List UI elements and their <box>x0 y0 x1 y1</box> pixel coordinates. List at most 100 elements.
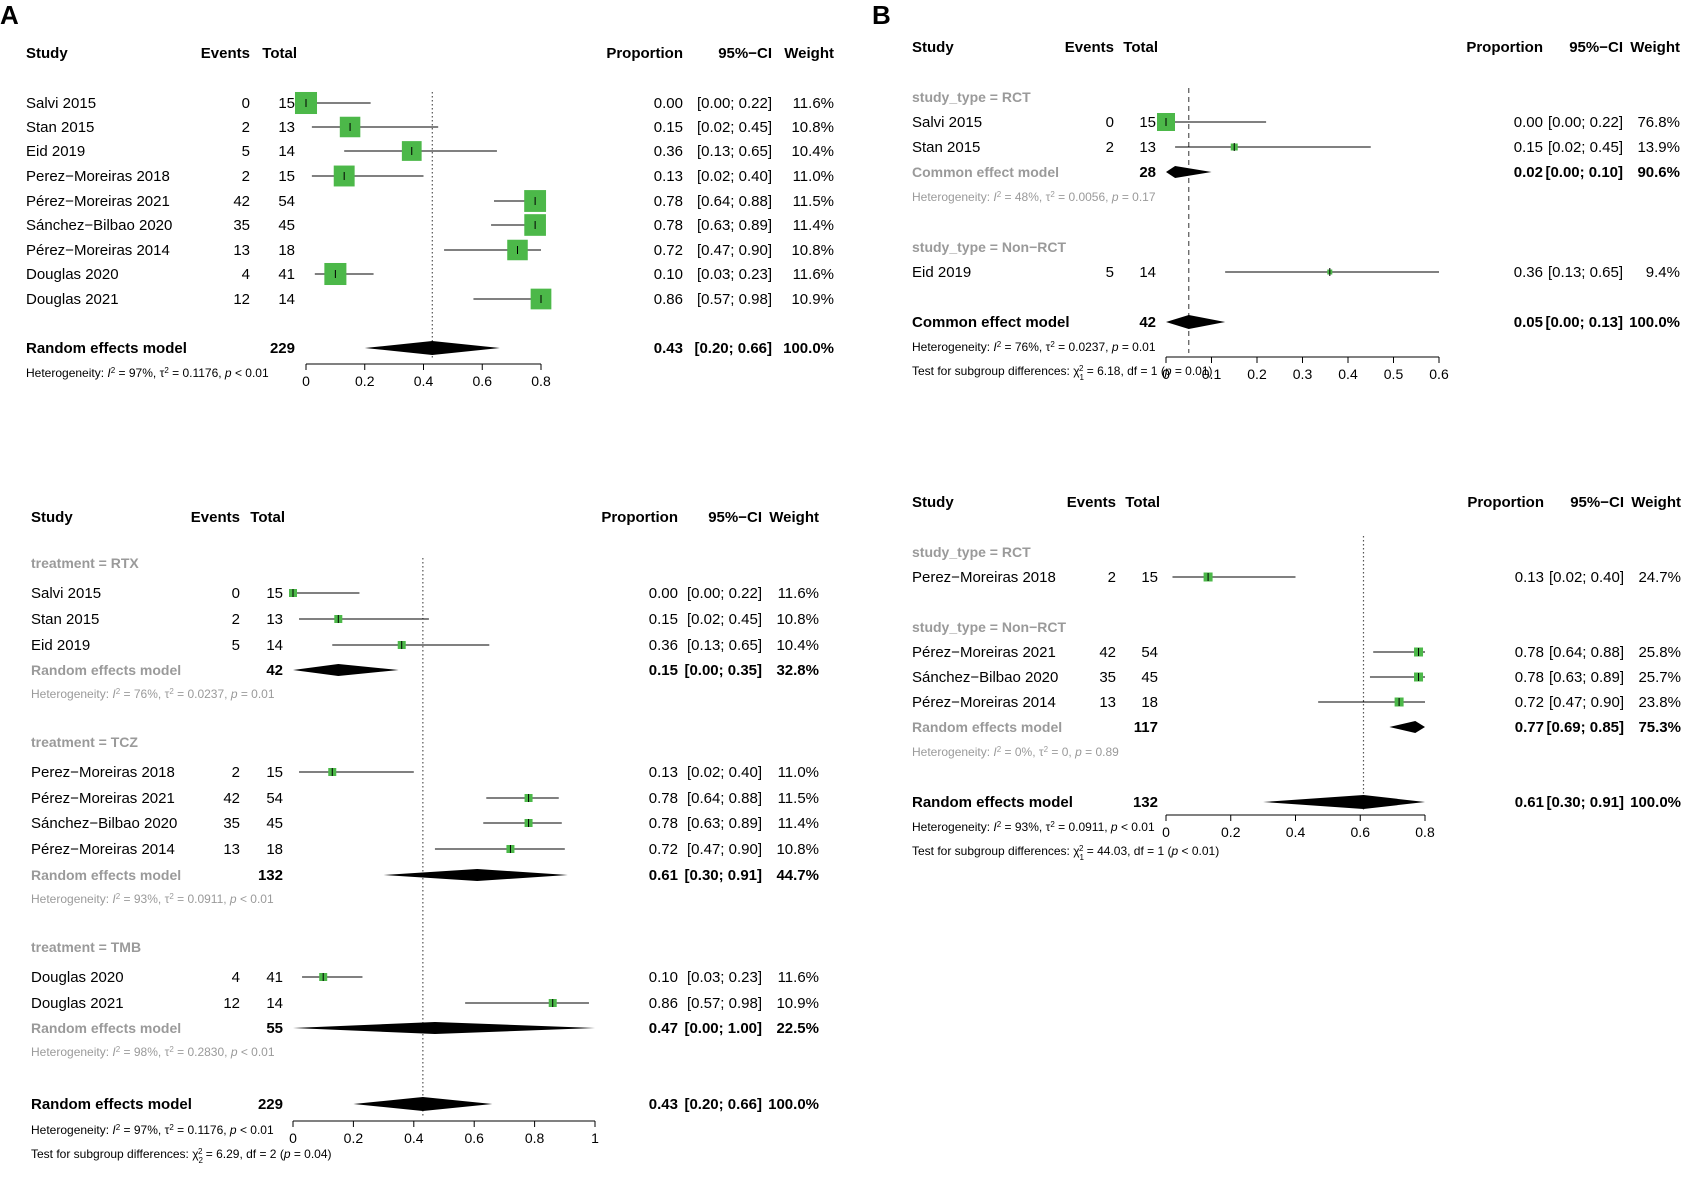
study-weight: 76.8% <box>1637 114 1680 131</box>
study-events: 4 <box>232 969 240 986</box>
study-total: 45 <box>278 217 295 234</box>
study-row: Perez−Moreiras 2018 2 15 0.13 [0.02; 0.40] 24… <box>912 569 1681 586</box>
header-weight: Weight <box>1631 494 1681 511</box>
study-weight: 11.0% <box>793 168 834 185</box>
summary-total: 117 <box>1134 719 1158 736</box>
study-proportion: 0.78 <box>649 815 678 832</box>
summary-total: 28 <box>1139 164 1156 181</box>
study-row: Pérez−Moreiras 2021 42 54 0.78 [0.64; 0.88] 1… <box>31 790 819 807</box>
study-events: 2 <box>1108 569 1116 586</box>
panel-label-a: A <box>0 0 19 30</box>
study-weight: 23.8% <box>1638 694 1681 711</box>
overall-diamond <box>353 1097 493 1111</box>
study-ci: [0.64; 0.88] <box>687 790 762 807</box>
study-proportion: 0.13 <box>649 764 678 781</box>
study-name: Eid 2019 <box>912 264 971 281</box>
study-ci: [0.57; 0.98] <box>687 995 762 1012</box>
summary-total: 42 <box>266 662 283 679</box>
study-row: Stan 2015 2 13 0.15 [0.02; 0.45] 13.9% <box>912 139 1680 156</box>
axis-tick-label: 0.2 <box>355 373 375 389</box>
subgroup-test: Test for subgroup differences: χ22 = 6.2… <box>31 1147 332 1165</box>
axis-tick-label: 0.4 <box>1338 366 1358 382</box>
axis-tick-label: 0.4 <box>404 1130 424 1146</box>
axis-tick-label: 1 <box>591 1130 599 1146</box>
study-ci: [0.47; 0.90] <box>1549 694 1624 711</box>
axis-tick-label: 0.3 <box>1293 366 1313 382</box>
study-weight: 10.8% <box>791 119 834 136</box>
study-proportion: 0.36 <box>1514 264 1543 281</box>
summary-label: Random effects model <box>912 794 1073 811</box>
study-proportion: 0.00 <box>649 585 678 602</box>
summary-proportion: 0.02 <box>1514 164 1543 181</box>
subgroup-summary-row: Random effects model 117 0.77 [0.69; 0.85] 7… <box>912 719 1681 736</box>
study-weight: 11.0% <box>778 764 819 781</box>
study-name: Pérez−Moreiras 2021 <box>31 790 175 807</box>
summary-total: 132 <box>258 867 283 884</box>
study-total: 18 <box>266 841 283 858</box>
axis-tick-label: 0.8 <box>525 1130 545 1146</box>
study-ci: [0.02; 0.40] <box>697 168 772 185</box>
axis-tick-label: 0.6 <box>464 1130 484 1146</box>
study-row: Perez−Moreiras 2018 2 15 0.13 [0.02; 0.40] 11… <box>26 165 834 187</box>
subgroup-heterogeneity: Heterogeneity: I2 = 76%, τ2 = 0.0237, p … <box>31 687 275 702</box>
study-ci: [0.02; 0.45] <box>1548 139 1623 156</box>
summary-weight: 100.0% <box>783 340 834 357</box>
summary-proportion: 0.43 <box>654 340 683 357</box>
study-row: Eid 2019 5 14 0.36 [0.13; 0.65] 9.4% <box>912 264 1680 281</box>
header-total: Total <box>262 45 297 62</box>
study-proportion: 0.00 <box>1514 114 1543 131</box>
study-total: 18 <box>278 242 295 259</box>
study-ci: [0.00; 0.22] <box>687 585 762 602</box>
study-total: 13 <box>266 611 283 628</box>
study-weight: 10.8% <box>791 242 834 259</box>
overall-diamond <box>364 341 500 355</box>
study-row: Eid 2019 5 14 0.36 [0.13; 0.65] 10.4% <box>26 141 834 161</box>
study-proportion: 0.78 <box>654 217 683 234</box>
header-study: Study <box>912 39 954 56</box>
study-name: Perez−Moreiras 2018 <box>31 764 175 781</box>
study-events: 2 <box>242 119 250 136</box>
summary-weight: 90.6% <box>1637 164 1680 181</box>
study-name: Pérez−Moreiras 2021 <box>912 644 1056 661</box>
study-weight: 11.6% <box>778 585 819 602</box>
study-proportion: 0.36 <box>649 637 678 654</box>
study-name: Perez−Moreiras 2018 <box>912 569 1056 586</box>
header-proportion: Proportion <box>1467 494 1544 511</box>
study-row: Sánchez−Bilbao 2020 35 45 0.78 [0.63; 0.89] 1… <box>26 214 834 236</box>
study-weight: 11.6% <box>793 266 834 283</box>
study-total: 18 <box>1141 694 1158 711</box>
summary-weight: 100.0% <box>768 1096 819 1113</box>
study-row: Salvi 2015 0 15 0.00 [0.00; 0.22] 76.8% <box>912 113 1680 131</box>
subgroup-diamond <box>293 1022 595 1034</box>
study-ci: [0.00; 0.22] <box>697 95 772 112</box>
study-row: Pérez−Moreiras 2014 13 18 0.72 [0.47; 0.90] 1… <box>26 239 834 261</box>
study-name: Pérez−Moreiras 2014 <box>26 242 170 259</box>
summary-proportion: 0.47 <box>649 1020 678 1037</box>
study-weight: 10.9% <box>776 995 819 1012</box>
subgroup-diamond <box>293 664 399 676</box>
study-ci: [0.00; 0.22] <box>1548 114 1623 131</box>
study-row: Douglas 2021 12 14 0.86 [0.57; 0.98] 10.9% <box>26 288 834 310</box>
overall-diamond <box>1166 315 1226 329</box>
study-ci: [0.02; 0.45] <box>687 611 762 628</box>
overall-heterogeneity: Heterogeneity: I2 = 97%, τ2 = 0.1176, p … <box>31 1123 274 1138</box>
study-proportion: 0.72 <box>649 841 678 858</box>
study-ci: [0.02; 0.40] <box>687 764 762 781</box>
summary-proportion: 0.43 <box>649 1096 678 1113</box>
study-events: 0 <box>242 95 250 112</box>
study-weight: 10.8% <box>776 611 819 628</box>
header-ci: 95%−CI <box>708 509 762 526</box>
study-ci: [0.03; 0.23] <box>697 266 772 283</box>
study-proportion: 0.13 <box>1515 569 1544 586</box>
study-row: Stan 2015 2 13 0.15 [0.02; 0.45] 10.8% <box>31 611 819 628</box>
axis-tick-label: 0.4 <box>1286 824 1306 840</box>
study-row: Pérez−Moreiras 2014 13 18 0.72 [0.47; 0.90] 2… <box>912 694 1681 711</box>
subgroup-test: Test for subgroup differences: χ12 = 6.1… <box>912 364 1213 382</box>
study-ci: [0.63; 0.89] <box>697 217 772 234</box>
summary-ci: [0.00; 0.35] <box>684 662 762 679</box>
study-name: Perez−Moreiras 2018 <box>26 168 170 185</box>
axis-tick-label: 0.6 <box>473 373 493 389</box>
axis-tick-label: 0 <box>302 373 310 389</box>
forest-panel-a1: Study Events Total Proportion 95%−CI Weight 0 0… <box>26 45 834 389</box>
study-row: Stan 2015 2 13 0.15 [0.02; 0.45] 10.8% <box>26 116 834 138</box>
